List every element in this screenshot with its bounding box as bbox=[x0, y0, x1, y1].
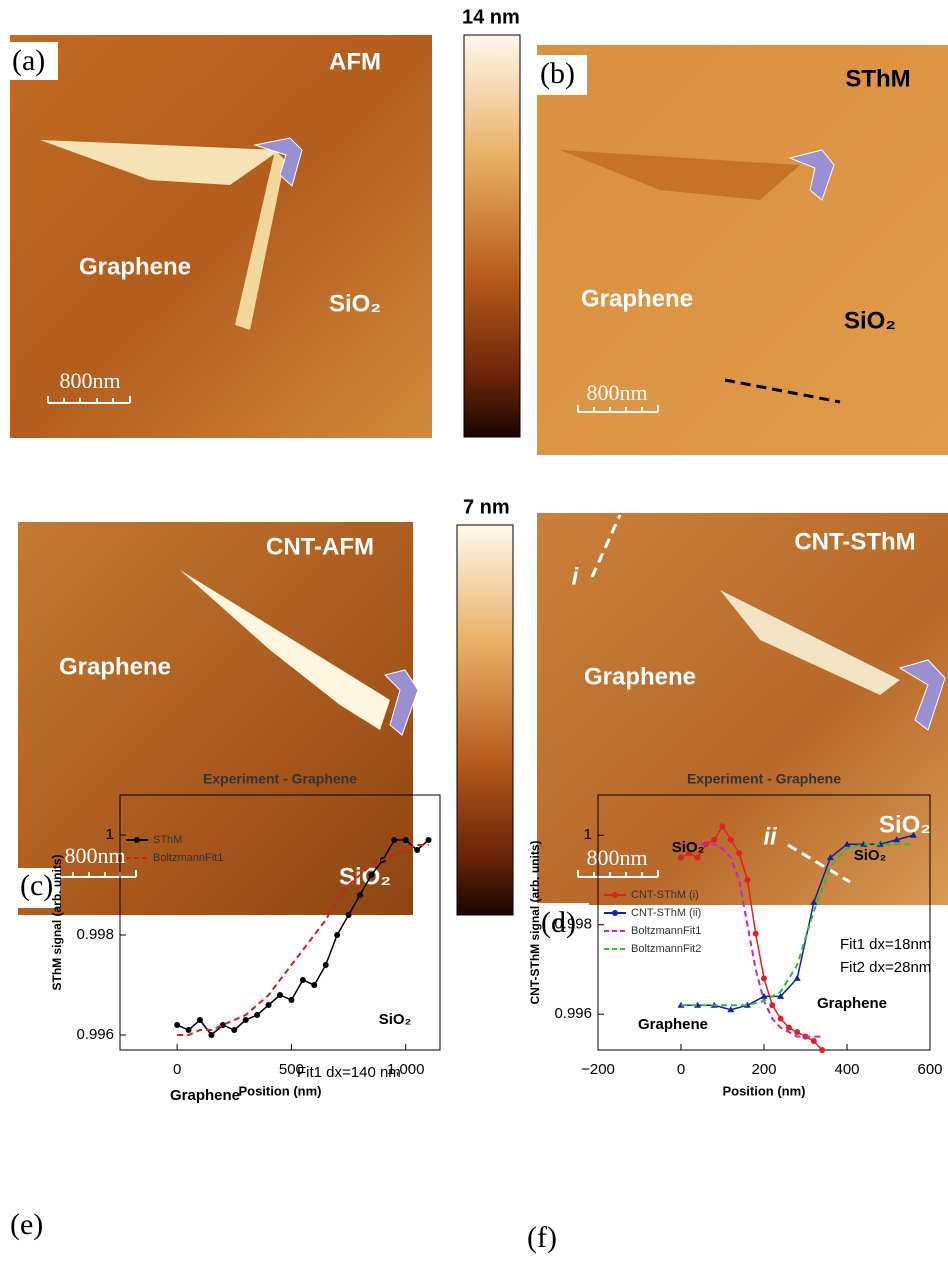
data-point bbox=[311, 982, 317, 988]
y-tick-label: 1 bbox=[106, 826, 114, 843]
annotation: Graphene bbox=[817, 995, 887, 1012]
figure: (a) AFM Graphene SiO₂ 800nm 14 nm (b) ST… bbox=[0, 0, 948, 1266]
data-point bbox=[794, 975, 801, 981]
region-label: Graphene bbox=[59, 653, 171, 680]
data-point bbox=[753, 931, 759, 937]
legend-entry: CNT-SThM (i) bbox=[631, 889, 699, 901]
panel-label: (c) bbox=[20, 869, 53, 902]
data-point bbox=[323, 962, 329, 968]
data-point bbox=[243, 1017, 249, 1023]
data-point bbox=[761, 975, 767, 981]
region-label: SiO₂ bbox=[329, 290, 381, 317]
y-tick-label: 0.996 bbox=[76, 1026, 114, 1043]
panel-label: (a) bbox=[12, 44, 45, 77]
legend-marker bbox=[612, 910, 618, 916]
region-label: Graphene bbox=[581, 285, 693, 312]
annotation: Fit1 dx=18nm bbox=[840, 936, 931, 953]
data-point bbox=[277, 992, 283, 998]
data-point bbox=[414, 847, 420, 853]
scale-bar-label: 800nm bbox=[59, 368, 120, 393]
legend-entry: CNT-SThM (ii) bbox=[631, 907, 701, 919]
x-tick-label: 200 bbox=[751, 1061, 776, 1078]
chart-title: Experiment - Graphene bbox=[687, 771, 841, 787]
legend-marker bbox=[134, 837, 140, 843]
mode-label: CNT-SThM bbox=[794, 528, 915, 555]
annotation: SiO₂ bbox=[379, 1011, 412, 1028]
legend-entry: BoltzmannFit1 bbox=[631, 925, 701, 937]
data-point bbox=[266, 1002, 272, 1008]
panel-label: (f) bbox=[527, 1221, 557, 1254]
data-point bbox=[794, 1029, 800, 1035]
legend-entry: BoltzmannFit1 bbox=[153, 852, 223, 864]
annotation: Fit2 dx=28nm bbox=[840, 959, 931, 976]
data-point bbox=[728, 837, 734, 843]
data-point bbox=[736, 850, 742, 856]
data-point bbox=[391, 837, 397, 843]
data-point bbox=[711, 837, 717, 843]
region-label: Graphene bbox=[79, 253, 191, 280]
data-point bbox=[174, 1022, 180, 1028]
y-axis-label: CNT-SThM signal (arb. units) bbox=[528, 840, 542, 1004]
data-point bbox=[778, 1016, 784, 1022]
data-point bbox=[254, 1012, 260, 1018]
colorbar bbox=[457, 525, 513, 915]
x-tick-label: 0 bbox=[677, 1061, 685, 1078]
mode-label: AFM bbox=[329, 48, 381, 75]
data-point bbox=[819, 1047, 825, 1053]
data-point bbox=[300, 977, 306, 983]
y-tick-label: 1 bbox=[584, 826, 592, 843]
mode-label: SThM bbox=[845, 65, 910, 92]
scale-bar-label: 800nm bbox=[586, 845, 647, 870]
data-point bbox=[720, 823, 726, 829]
data-point bbox=[403, 837, 409, 843]
data-point bbox=[288, 997, 294, 1003]
data-point bbox=[186, 1027, 192, 1033]
annotation: SiO₂ bbox=[854, 847, 887, 864]
region-label: Graphene bbox=[584, 663, 696, 690]
data-point bbox=[744, 877, 750, 883]
x-tick-label: 400 bbox=[834, 1061, 859, 1078]
x-tick-label: −200 bbox=[581, 1061, 615, 1078]
x-tick-label: 600 bbox=[917, 1061, 942, 1078]
scale-bar-label: 800nm bbox=[586, 380, 647, 405]
chart-title: Experiment - Graphene bbox=[203, 771, 357, 787]
data-point bbox=[346, 912, 352, 918]
panel-label: (e) bbox=[10, 1208, 43, 1241]
mode-label: CNT-AFM bbox=[266, 533, 374, 560]
legend-entry: SThM bbox=[153, 834, 182, 846]
y-tick-label: 0.996 bbox=[554, 1005, 592, 1022]
data-point bbox=[231, 1027, 237, 1033]
legend-entry: BoltzmannFit2 bbox=[631, 943, 701, 955]
data-point bbox=[426, 837, 432, 843]
y-tick-label: 0.998 bbox=[76, 926, 114, 943]
data-point bbox=[786, 1025, 792, 1031]
data-point bbox=[208, 1032, 214, 1038]
data-point bbox=[334, 932, 340, 938]
y-tick-label: 0.998 bbox=[554, 916, 592, 933]
colorbar bbox=[464, 35, 520, 437]
x-tick-label: 0 bbox=[173, 1061, 181, 1078]
scale-bar-label: 800nm bbox=[64, 843, 125, 868]
data-point bbox=[368, 872, 374, 878]
x-axis-label: Position (nm) bbox=[722, 1083, 805, 1098]
annotation: Graphene bbox=[170, 1087, 240, 1104]
panel-label: (b) bbox=[540, 57, 575, 90]
annotation: Graphene bbox=[638, 1016, 708, 1033]
colorbar-label: 14 nm bbox=[462, 6, 520, 28]
region-label: SiO₂ bbox=[879, 811, 931, 838]
data-point bbox=[811, 1038, 817, 1044]
annotation: SiO₂ bbox=[672, 839, 705, 856]
colorbar-label: 7 nm bbox=[463, 496, 510, 518]
region-label: SiO₂ bbox=[844, 307, 896, 334]
profile-label: ii bbox=[763, 823, 778, 850]
data-point bbox=[197, 1017, 203, 1023]
annotation: Fit1 dx=140 nm bbox=[297, 1064, 401, 1081]
x-axis-label: Position (nm) bbox=[238, 1083, 321, 1098]
legend-marker bbox=[612, 892, 618, 898]
data-point bbox=[357, 892, 363, 898]
y-axis-label: SThM signal (arb. units) bbox=[50, 854, 64, 990]
data-point bbox=[769, 1002, 775, 1008]
